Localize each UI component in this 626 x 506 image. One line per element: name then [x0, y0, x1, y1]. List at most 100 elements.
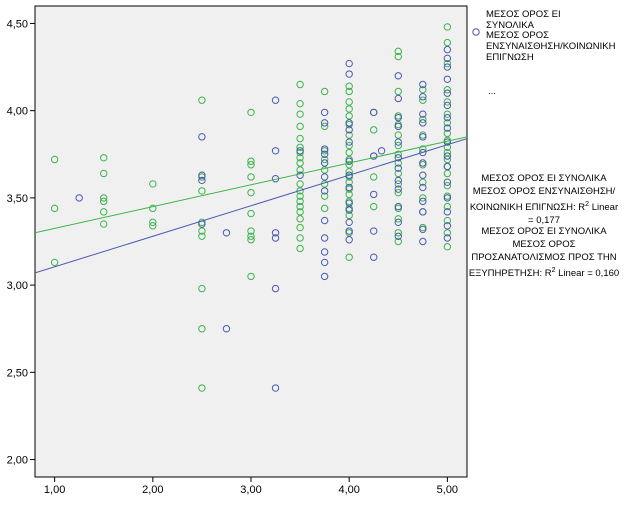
blue-data-point — [394, 176, 402, 185]
blue-data-point — [222, 325, 231, 333]
green-data-point — [345, 190, 353, 199]
green-fit-line — [35, 136, 467, 234]
r2-annotation-blue: ΜΕΣΟΣ ΟΡΟΣ ΕΙ ΣΥΝΟΛΙΚΑ ΜΕΣΟΣ ΟΡΟΣ ΠΡΟΣΑΝ… — [466, 225, 622, 280]
green-data-point — [345, 87, 353, 96]
green-data-point — [320, 204, 329, 213]
blue-data-point — [345, 236, 353, 244]
blue-data-point — [320, 108, 329, 117]
green-data-point — [50, 204, 59, 213]
x-tick-label: 3,00 — [240, 484, 261, 496]
green-data-point — [419, 194, 427, 202]
r2-blue-value: Linear = 0,160 — [555, 268, 620, 280]
green-data-point — [100, 220, 108, 228]
x-tick-label: 1,00 — [44, 484, 65, 496]
blue-data-point — [443, 162, 452, 171]
blue-data-point — [394, 218, 402, 227]
green-data-point — [443, 143, 452, 152]
blue-data-point — [443, 234, 452, 242]
green-data-point — [296, 99, 304, 108]
blue-data-point — [419, 80, 427, 89]
y-tick-label: 3,00 — [7, 280, 28, 292]
blue-data-point — [394, 122, 402, 131]
blue-data-point — [320, 216, 329, 225]
blue-data-point — [271, 234, 280, 242]
green-data-point — [296, 80, 304, 89]
blue-data-point — [394, 232, 402, 240]
green-data-point — [296, 154, 304, 162]
legend-entry-1-label: ΜΕΣΟΣ ΟΡΟΣ ΕΙ ΣΥΝΟΛΙΚΑ — [486, 9, 561, 31]
green-data-point — [247, 232, 255, 240]
blue-data-point — [394, 72, 402, 80]
green-data-point — [345, 98, 353, 106]
blue-data-point — [443, 194, 452, 202]
blue-data-point — [443, 101, 452, 110]
green-data-point — [394, 141, 402, 150]
green-data-point — [149, 218, 157, 227]
blue-fit-line — [35, 138, 467, 274]
blue-data-point — [320, 272, 329, 281]
green-data-point — [345, 82, 353, 90]
blue-data-point — [271, 96, 280, 104]
green-data-point — [198, 187, 206, 195]
y-tick-label: 2,00 — [7, 455, 28, 467]
green-data-point — [198, 284, 206, 293]
blue-data-point — [419, 197, 427, 206]
y-tick-label: 3,50 — [7, 193, 28, 205]
blue-data-point — [320, 248, 329, 256]
r2-green-sup: 2 — [585, 201, 590, 208]
green-data-point — [296, 134, 304, 143]
green-data-point — [443, 23, 452, 31]
green-data-point — [345, 178, 353, 186]
blue-data-point — [320, 119, 329, 127]
green-data-point — [149, 180, 157, 188]
green-data-point — [394, 180, 402, 188]
blue-data-point — [370, 108, 378, 117]
green-data-point — [296, 159, 304, 167]
blue-data-point — [345, 126, 353, 134]
blue-data-point — [443, 124, 452, 132]
r2-blue-sup: 2 — [551, 267, 556, 274]
r2-green-text: ΜΕΣΟΣ ΟΡΟΣ ΕΙ ΣΥΝΟΛΙΚΑ ΜΕΣΟΣ ΟΡΟΣ ΕΝΣΥΝΑ… — [469, 173, 616, 214]
r2-blue-text: ΜΕΣΟΣ ΟΡΟΣ ΕΙ ΣΥΝΟΛΙΚΑ ΜΕΣΟΣ ΟΡΟΣ ΠΡΟΣΑΝ… — [468, 226, 617, 280]
green-data-point — [247, 236, 255, 244]
green-data-point — [247, 161, 255, 169]
blue-data-point — [419, 119, 427, 127]
green-data-point — [149, 222, 157, 230]
green-data-point — [394, 150, 402, 158]
legend-entry-2-label: ΜΕΣΟΣ ΟΡΟΣ ΕΝΣΥΝΑΙΣΘΗΣΗ/ΚΟΙΝΩΝΙΚΗ ΕΠΙΓΝΩ… — [486, 30, 616, 63]
blue-data-point — [296, 171, 304, 179]
blue-data-point — [320, 187, 329, 195]
green-data-point — [296, 208, 304, 216]
green-data-point — [296, 143, 304, 152]
green-data-point — [394, 131, 402, 139]
r2-green-value: Linear = 0,177 — [528, 202, 619, 227]
legend-marker — [472, 28, 480, 36]
green-data-point — [443, 155, 452, 164]
green-data-point — [443, 38, 452, 47]
blue-data-point — [345, 119, 353, 127]
blue-data-point — [419, 225, 427, 233]
green-data-point — [247, 157, 255, 165]
blue-data-point — [394, 202, 402, 211]
blue-data-point — [443, 152, 452, 160]
green-data-point — [394, 215, 402, 223]
blue-data-point — [320, 150, 329, 158]
green-data-point — [100, 169, 108, 178]
blue-data-point — [419, 93, 427, 101]
green-data-point — [320, 87, 329, 96]
green-data-point — [443, 148, 452, 157]
green-data-point — [345, 161, 353, 169]
green-data-point — [419, 178, 427, 186]
blue-data-point — [419, 110, 427, 118]
blue-data-point — [377, 147, 386, 155]
green-data-point — [296, 187, 304, 195]
green-data-point — [443, 129, 452, 138]
green-data-point — [198, 96, 206, 104]
green-data-point — [443, 110, 452, 118]
blue-data-point — [443, 54, 452, 63]
blue-data-point — [345, 206, 353, 214]
green-data-point — [149, 204, 157, 213]
plot-area — [34, 5, 468, 478]
legend-ellipsis: ... — [488, 86, 496, 97]
green-data-point — [296, 215, 304, 223]
